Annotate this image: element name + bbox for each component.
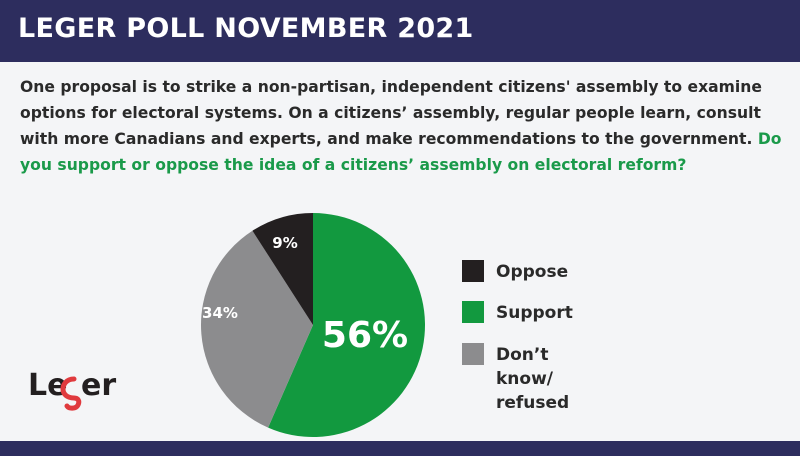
header-bar: LEGER POLL NOVEMBER 2021 bbox=[0, 0, 800, 62]
legend-label-dont-know: Don’t know/ refused bbox=[496, 343, 606, 415]
pie-slice-oppose bbox=[252, 213, 313, 325]
leger-logo: Le er bbox=[28, 365, 128, 421]
legend-swatch-support bbox=[462, 301, 484, 323]
legend-swatch-dont-know bbox=[462, 343, 484, 365]
page-title: LEGER POLL NOVEMBER 2021 bbox=[18, 13, 474, 44]
slice-label-oppose: 9% bbox=[272, 234, 297, 252]
svg-text:er: er bbox=[81, 368, 116, 403]
leger-logo-mark: Le er bbox=[28, 368, 116, 411]
legend-label-dont-know-line2: refused bbox=[496, 393, 570, 413]
question-highlight: Do you support or oppose the idea of a c… bbox=[20, 130, 782, 174]
svg-text:Le: Le bbox=[28, 368, 67, 403]
legend-label-dont-know-line1: Don’t know/ bbox=[496, 345, 554, 389]
legend-label-support: Support bbox=[496, 303, 573, 323]
slice-label-dont-know: 34% bbox=[202, 304, 238, 322]
footer-bar bbox=[0, 441, 800, 456]
legend-label-oppose: Oppose bbox=[496, 262, 569, 282]
pie-slice-support bbox=[268, 213, 425, 438]
slice-label-support: 56% bbox=[322, 315, 408, 356]
question-text: One proposal is to strike a non-partisan… bbox=[20, 74, 785, 178]
question-body: One proposal is to strike a non-partisan… bbox=[20, 78, 762, 148]
pie-slice-dont-know bbox=[200, 230, 313, 428]
legend-swatch-oppose bbox=[462, 260, 484, 282]
